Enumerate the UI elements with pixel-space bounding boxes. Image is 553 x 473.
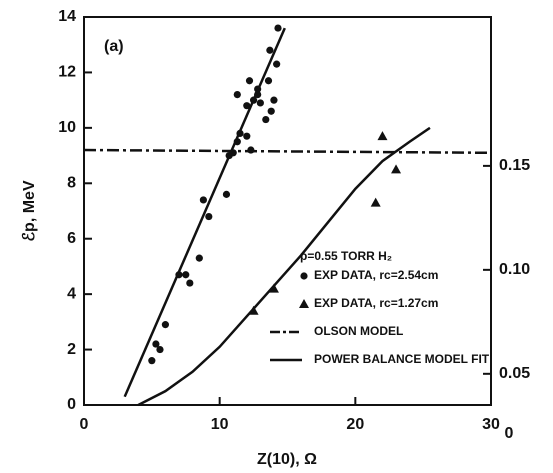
data-point	[274, 24, 282, 32]
data-point	[233, 91, 241, 99]
data-point	[273, 60, 281, 68]
legend-label: EXP DATA, rc=1.27cm	[314, 296, 438, 310]
data-point	[222, 190, 231, 198]
data-point	[182, 271, 190, 279]
legend-header: p=0.55 TORR H₂	[300, 249, 392, 263]
x-axis-label: Z(10), Ω	[257, 451, 317, 468]
data-point	[370, 197, 381, 207]
y-tick-label: 0	[67, 396, 76, 413]
y-tick-label: 12	[58, 64, 76, 81]
model-line	[123, 27, 286, 398]
data-point	[152, 340, 160, 348]
data-point	[205, 212, 213, 221]
legend-label: POWER BALANCE MODEL FIT	[314, 352, 490, 366]
legend-marker	[299, 299, 309, 308]
data-point	[186, 279, 194, 287]
y-tick-label: 8	[67, 175, 76, 192]
x-tick-label: 0	[80, 416, 89, 433]
data-point	[245, 77, 254, 85]
y2-tick-label: 0.05	[499, 365, 530, 382]
legend-marker	[300, 272, 308, 280]
y2-tick-label: 0.15	[499, 157, 530, 174]
x-tick-label: 10	[211, 416, 229, 433]
data-point	[199, 196, 207, 204]
model-line-dashdot	[83, 148, 492, 155]
annotation: 0	[505, 425, 514, 442]
y-tick-label: 2	[67, 341, 76, 358]
data-point	[195, 254, 203, 262]
data-point	[243, 132, 251, 140]
model-line	[137, 126, 431, 407]
y-tick-label: 14	[58, 8, 76, 25]
x-tick-label: 20	[346, 416, 364, 433]
data-point	[267, 107, 275, 115]
data-point	[243, 102, 251, 110]
legend-label: OLSON MODEL	[314, 324, 403, 338]
y-axis-label: ℰp, MeV	[21, 180, 38, 242]
y-tick-label: 6	[67, 230, 76, 247]
data-point	[262, 115, 270, 124]
x-tick-label: 30	[482, 416, 500, 433]
data-point	[161, 321, 169, 329]
data-point	[264, 77, 273, 85]
legend-label: EXP DATA, rc=2.54cm	[314, 268, 438, 282]
y-tick-label: 4	[67, 285, 76, 302]
plot-frame	[83, 16, 492, 406]
data-point	[256, 99, 264, 107]
data-point	[391, 164, 402, 174]
data-point	[156, 345, 164, 354]
panel-label: (a)	[104, 38, 124, 55]
data-point	[377, 131, 388, 141]
y-tick-label: 10	[58, 119, 76, 136]
data-point	[266, 46, 274, 54]
y2-tick-label: 0.10	[499, 261, 530, 278]
data-point	[148, 357, 156, 365]
data-point	[270, 96, 278, 104]
